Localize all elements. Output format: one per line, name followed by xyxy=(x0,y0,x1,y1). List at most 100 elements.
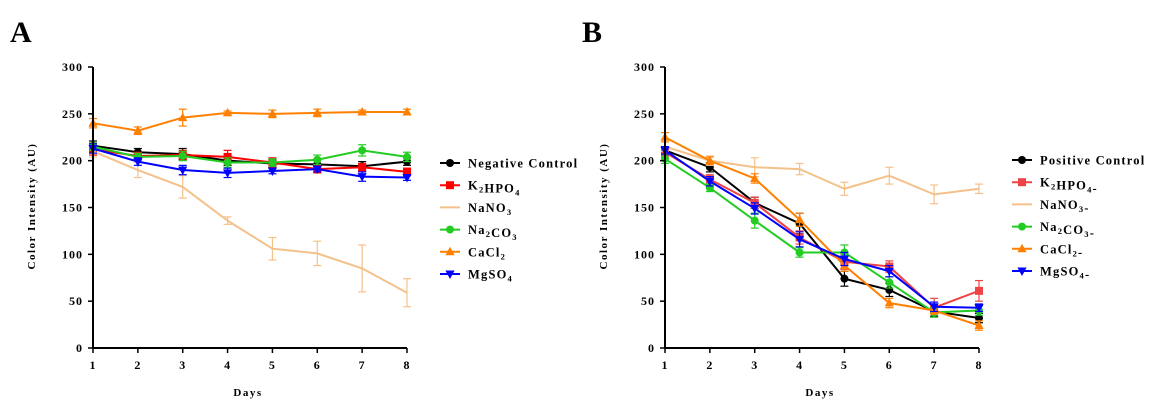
data-point xyxy=(975,286,983,295)
series-line xyxy=(664,157,980,314)
x-tick-label: 2 xyxy=(134,358,141,372)
legend-label: MgSO4- xyxy=(1040,265,1090,282)
data-point xyxy=(884,267,894,277)
x-tick-label: 5 xyxy=(269,358,276,372)
data-point xyxy=(705,155,715,165)
series-line xyxy=(92,145,408,164)
legend-marker xyxy=(1018,178,1026,187)
y-tick-label: 150 xyxy=(634,201,655,215)
legend-item-3: Na2CO3 xyxy=(440,223,518,242)
data-point xyxy=(974,320,984,330)
y-tick-label: 200 xyxy=(634,154,655,168)
legend-label: Na2CO3 xyxy=(468,223,518,242)
series-1 xyxy=(661,146,983,318)
data-point xyxy=(403,152,411,161)
chart-a-ylabel: Color Intensity (AU) xyxy=(26,143,38,270)
legend-marker xyxy=(1018,156,1026,164)
data-point xyxy=(223,152,232,161)
legend-item-3: Na2CO3- xyxy=(1012,220,1094,240)
y-tick-label: 300 xyxy=(634,60,655,74)
legend-marker xyxy=(446,181,454,190)
data-point xyxy=(358,146,367,155)
series-line xyxy=(664,136,980,327)
legend-item-0: Positive Control xyxy=(1012,154,1145,168)
legend-label: CaCl2 xyxy=(468,245,506,261)
y-tick-label: 300 xyxy=(62,60,83,74)
legend-item-4: CaCl2 xyxy=(440,245,506,261)
y-tick-label: 100 xyxy=(634,247,655,261)
data-point xyxy=(402,174,412,183)
legend-label: Positive Control xyxy=(1040,154,1145,168)
y-tick-label: 200 xyxy=(62,154,83,168)
data-point xyxy=(402,106,412,116)
legend-label: NaNO3 xyxy=(468,201,512,217)
y-tick-label: 150 xyxy=(62,201,83,215)
chart-b-ylabel: Color Intensity (AU) xyxy=(598,143,610,270)
data-point xyxy=(133,158,143,167)
chart-b-xlabel: Days xyxy=(805,387,834,399)
data-point xyxy=(223,158,232,167)
series-4 xyxy=(660,131,984,331)
x-tick-label: 5 xyxy=(841,358,848,372)
legend-item-1: K2HPO4- xyxy=(1012,176,1098,196)
x-tick-label: 8 xyxy=(976,358,983,372)
series-line xyxy=(92,147,408,179)
data-point xyxy=(357,173,367,182)
data-point xyxy=(178,151,187,160)
data-point xyxy=(313,155,322,164)
legend-item-2: NaNO3 xyxy=(440,201,512,217)
data-point xyxy=(403,167,411,176)
data-point xyxy=(705,177,715,187)
data-point xyxy=(133,125,143,135)
legend-label: K2HPO4 xyxy=(468,179,521,198)
data-point xyxy=(178,166,188,176)
legend-item-5: MgSO4- xyxy=(1012,265,1090,282)
y-tick-label: 100 xyxy=(62,247,83,261)
data-point xyxy=(750,173,760,182)
x-tick-label: 1 xyxy=(90,358,97,372)
data-point xyxy=(357,106,367,116)
x-tick-label: 6 xyxy=(886,358,893,372)
data-point xyxy=(839,255,850,265)
series-2 xyxy=(89,145,411,308)
series-line xyxy=(92,110,407,132)
series-0 xyxy=(661,146,983,324)
x-tick-label: 2 xyxy=(706,358,713,372)
legend-label: K2HPO4- xyxy=(1040,176,1098,196)
y-tick-label: 0 xyxy=(648,341,655,355)
series-line xyxy=(664,145,980,196)
data-point xyxy=(312,107,322,117)
legend-label: Negative Control xyxy=(468,157,578,171)
legend-label: NaNO3- xyxy=(1040,198,1090,215)
x-tick-label: 6 xyxy=(314,358,321,372)
chart-a: 1 2 3 4 5 6 7 8 0 50 100 150 200 250 300 Days Color In… xyxy=(26,60,578,399)
data-point xyxy=(750,216,759,225)
legend-marker xyxy=(1017,267,1027,276)
y-tick-label: 250 xyxy=(634,107,655,121)
x-tick-label: 3 xyxy=(751,358,758,372)
data-point xyxy=(268,158,277,167)
x-tick-label: 8 xyxy=(404,358,411,372)
legend-marker xyxy=(446,225,454,234)
panel-a-letter: A xyxy=(10,16,32,49)
legend-label: MgSO4 xyxy=(468,268,513,284)
legend-marker xyxy=(1017,243,1027,253)
x-tick-label: 4 xyxy=(224,358,231,372)
legend-marker xyxy=(445,246,455,256)
data-point xyxy=(312,165,322,175)
data-point xyxy=(222,169,233,178)
legend-item-0: Negative Control xyxy=(440,157,578,171)
x-tick-label: 7 xyxy=(931,358,938,372)
data-point xyxy=(840,274,849,283)
legend-item-2: NaNO3- xyxy=(1012,198,1090,215)
data-point xyxy=(884,298,894,307)
legend-item-1: K2HPO4 xyxy=(440,179,521,198)
data-point xyxy=(975,314,983,323)
data-point xyxy=(750,204,760,214)
data-point xyxy=(267,108,278,118)
x-tick-label: 7 xyxy=(359,358,366,372)
legend-item-4: CaCl2- xyxy=(1012,242,1082,259)
legend-marker xyxy=(446,159,454,167)
data-point xyxy=(358,163,367,172)
